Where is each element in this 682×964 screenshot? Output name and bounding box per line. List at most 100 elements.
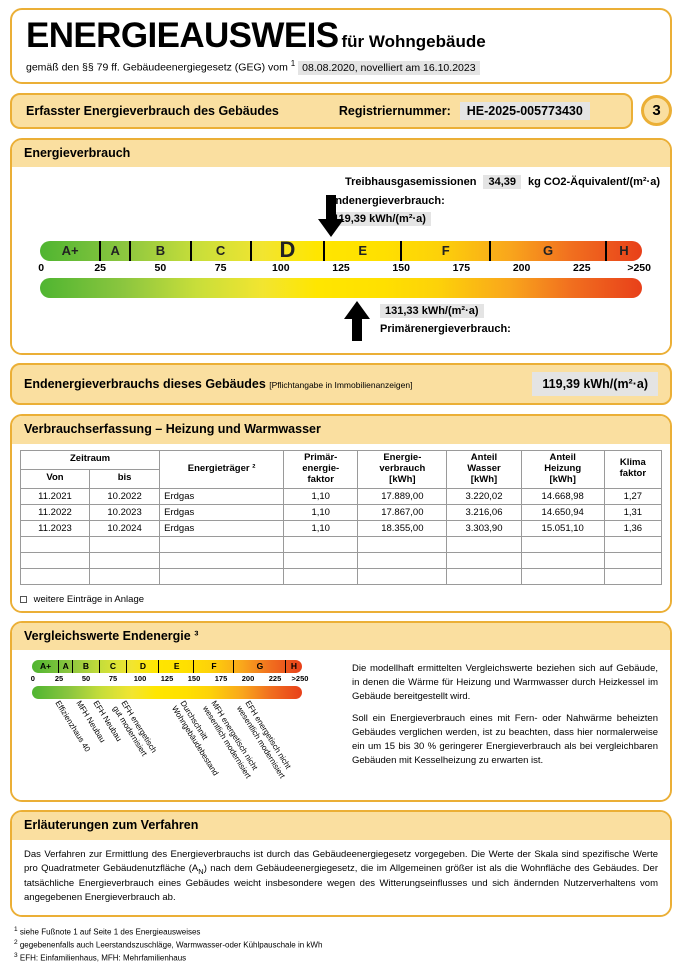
header-anteil-wasser: Anteil Wasser [kWh] — [446, 449, 522, 489]
footnote-text: siehe Fußnote 1 auf Seite 1 des Energiea… — [19, 927, 201, 937]
table-row[interactable]: 11.2022 10.2023 Erdgas 1,10 17.867,00 3.216,0… — [20, 503, 663, 521]
scale-divider — [99, 241, 102, 262]
scale-class-e: E — [358, 243, 368, 259]
scale-class-b: B — [155, 243, 166, 259]
comparison-scale-ticks: 0 25 50 75 100 125 150 175 200 225 >250 — [31, 674, 309, 685]
scale-tick-25: 25 — [94, 262, 107, 275]
cell-bis: 10.2023 — [88, 503, 161, 521]
comparison-paragraph-2: Soll ein Energieverbrauch eines mit Fern… — [352, 713, 658, 766]
registration-row: Erfasster Energieverbrauch des Gebäudes … — [10, 92, 672, 129]
scale-tick-225: 225 — [573, 262, 591, 275]
title-line: ENERGIEAUSWEIS für Wohngebäude — [26, 18, 656, 53]
greenhouse-gas-unit: kg CO2-Äquivalent/(m²·a) — [527, 176, 660, 189]
scale-divider — [98, 660, 100, 674]
consumption-record-body: Zeitraum Energieträger ² Primär-energie-… — [12, 443, 670, 611]
comparison-values-body: A+ A B C D E F G H 0 25 50 75 100 125 150 175 200 225 >250… — [12, 650, 670, 801]
scale-tick-0: 0 — [38, 262, 45, 275]
consumption-record-title: Verbrauchserfassung – Heizung und Warmwa… — [12, 416, 670, 444]
cell-von: 11.2023 — [20, 519, 90, 537]
energy-consumption-title: Energieverbrauch — [12, 139, 670, 168]
table-row-empty[interactable] — [20, 567, 663, 585]
consumption-table: Zeitraum Energieträger ² Primär-energie-… — [19, 449, 663, 585]
scale-divider — [193, 660, 194, 674]
page-title: ENERGIEAUSWEIS — [26, 16, 339, 55]
cell-empty — [603, 567, 663, 585]
energy-scale-ticks: 0 25 50 75 100 125 150 175 200 225 >250 — [38, 262, 651, 276]
cell-empty — [159, 535, 285, 553]
cell-primaerfaktor: 1,10 — [283, 487, 359, 505]
comparison-values-panel: Vergleichswerte Endenergie ³ A+ A B C D E F G H … — [10, 620, 672, 803]
footnote-text: gegebenenfalls auch Leerstandszuschläge,… — [19, 940, 323, 950]
comparison-scale-gradient — [32, 686, 302, 700]
scale-tick-200: 200 — [241, 674, 255, 684]
table-header-row-1: Zeitraum Energieträger ² Primär-energie-… — [19, 449, 663, 489]
cell-anteil-wasser: 3.220,02 — [446, 487, 522, 505]
end-energy-marker-row: Endenergieverbrauch: 119,39 kWh/(m²·a) — [22, 193, 660, 241]
arrow-up-wrapper — [344, 301, 370, 346]
mandatory-disclosure-value: 119,39 kWh/(m²·a) — [532, 372, 658, 397]
scale-tick-75: 75 — [108, 674, 118, 684]
procedure-text-part2: ) nach dem Gebäudeenergiegesetz, die im … — [24, 863, 658, 904]
cell-von: 11.2021 — [20, 487, 90, 505]
cell-energieverbrauch: 17.867,00 — [357, 503, 448, 521]
scale-tick-75: 75 — [214, 262, 227, 275]
cell-empty — [603, 551, 663, 569]
comparison-values-title: Vergleichswerte Endenergie ³ — [12, 622, 670, 651]
scale-tick-gt250: >250 — [627, 262, 651, 275]
registration-number-value: HE-2025-005773430 — [459, 101, 590, 120]
cell-primaerfaktor: 1,10 — [283, 503, 359, 521]
table-row-empty[interactable] — [20, 551, 663, 569]
law-footnote-marker: 1 — [290, 59, 296, 68]
procedure-text-part1: Das Verfahren zur Ermittlung des Energie… — [24, 848, 658, 875]
scale-divider — [323, 241, 326, 262]
scale-class-c: C — [215, 243, 226, 259]
scale-divider — [71, 660, 73, 674]
primary-energy-title: Primärenergieverbrauch: — [380, 323, 511, 336]
cell-bis: 10.2024 — [88, 519, 161, 537]
scale-divider — [125, 660, 127, 674]
cell-von: 11.2022 — [20, 503, 90, 521]
more-entries-checkbox[interactable] — [20, 595, 27, 603]
energy-consumption-body: Treibhausgasemissionen 34,39 kg CO2-Äqui… — [12, 167, 670, 354]
cell-empty — [520, 567, 605, 585]
footnote-text: EFH: Einfamilienhaus, MFH: Mehrfamilienh… — [19, 953, 187, 963]
registration-bar: Erfasster Energieverbrauch des Gebäudes … — [10, 92, 633, 129]
scale-class-d: D — [139, 661, 147, 672]
footnotes: 1 siehe Fußnote 1 auf Seite 1 des Energi… — [10, 925, 672, 964]
scale-class-g: G — [543, 243, 554, 259]
scale-tick-150: 150 — [187, 674, 201, 684]
arrow-up-icon — [344, 301, 370, 342]
table-row-empty[interactable] — [20, 535, 663, 553]
header-energieverbrauch: Energie-verbrauch [kWh] — [357, 449, 448, 489]
comparison-marker-labels: Effizienzhaus 40 MFH Neubau EFH Neubau EFH … — [32, 699, 344, 794]
header-klimafaktor: Klima faktor — [603, 449, 663, 489]
cell-energietraeger: Erdgas — [159, 503, 285, 521]
cell-anteil-wasser: 3.216,06 — [446, 503, 522, 521]
header-anteil-heizung: Anteil Heizung [kWh] — [520, 449, 605, 489]
header-bis: bis — [88, 468, 161, 489]
scale-tick-gt250: >250 — [291, 674, 309, 684]
scale-divider — [189, 241, 192, 262]
cell-empty — [20, 535, 90, 553]
comparison-explanatory-text: Die modellhaft ermittelten Vergleichswer… — [344, 660, 658, 794]
end-energy-labels: Endenergieverbrauch: 119,39 kWh/(m²·a) — [328, 195, 445, 227]
comparison-paragraph-1: Die modellhaft ermittelten Vergleichswer… — [352, 663, 658, 702]
footnote-item: 1 siehe Fußnote 1 auf Seite 1 des Energi… — [14, 925, 672, 938]
table-row[interactable]: 11.2023 10.2024 Erdgas 1,10 18.355,00 3.303,9… — [20, 519, 663, 537]
primary-energy-marker-row: 131,33 kWh/(m²·a) Primärenergieverbrauch… — [22, 301, 660, 343]
cell-empty — [88, 535, 161, 553]
scale-class-f: F — [441, 243, 450, 259]
scale-class-h: H — [619, 243, 629, 259]
scale-class-b: B — [82, 661, 90, 672]
table-row[interactable]: 11.2021 10.2022 Erdgas 1,10 17.889,00 3.220,0… — [20, 487, 663, 505]
primary-energy-value: 131,33 kWh/(m²·a) — [380, 304, 484, 319]
scale-tick-150: 150 — [392, 262, 410, 275]
cell-empty — [159, 567, 285, 585]
energy-scale-gradient — [40, 278, 642, 299]
scale-tick-50: 50 — [154, 262, 167, 275]
page-subtitle: für Wohngebäude — [341, 32, 486, 51]
cell-empty — [88, 567, 161, 585]
scale-tick-125: 125 — [160, 674, 174, 684]
scale-class-aplus: A+ — [39, 661, 52, 672]
cell-empty — [357, 551, 448, 569]
